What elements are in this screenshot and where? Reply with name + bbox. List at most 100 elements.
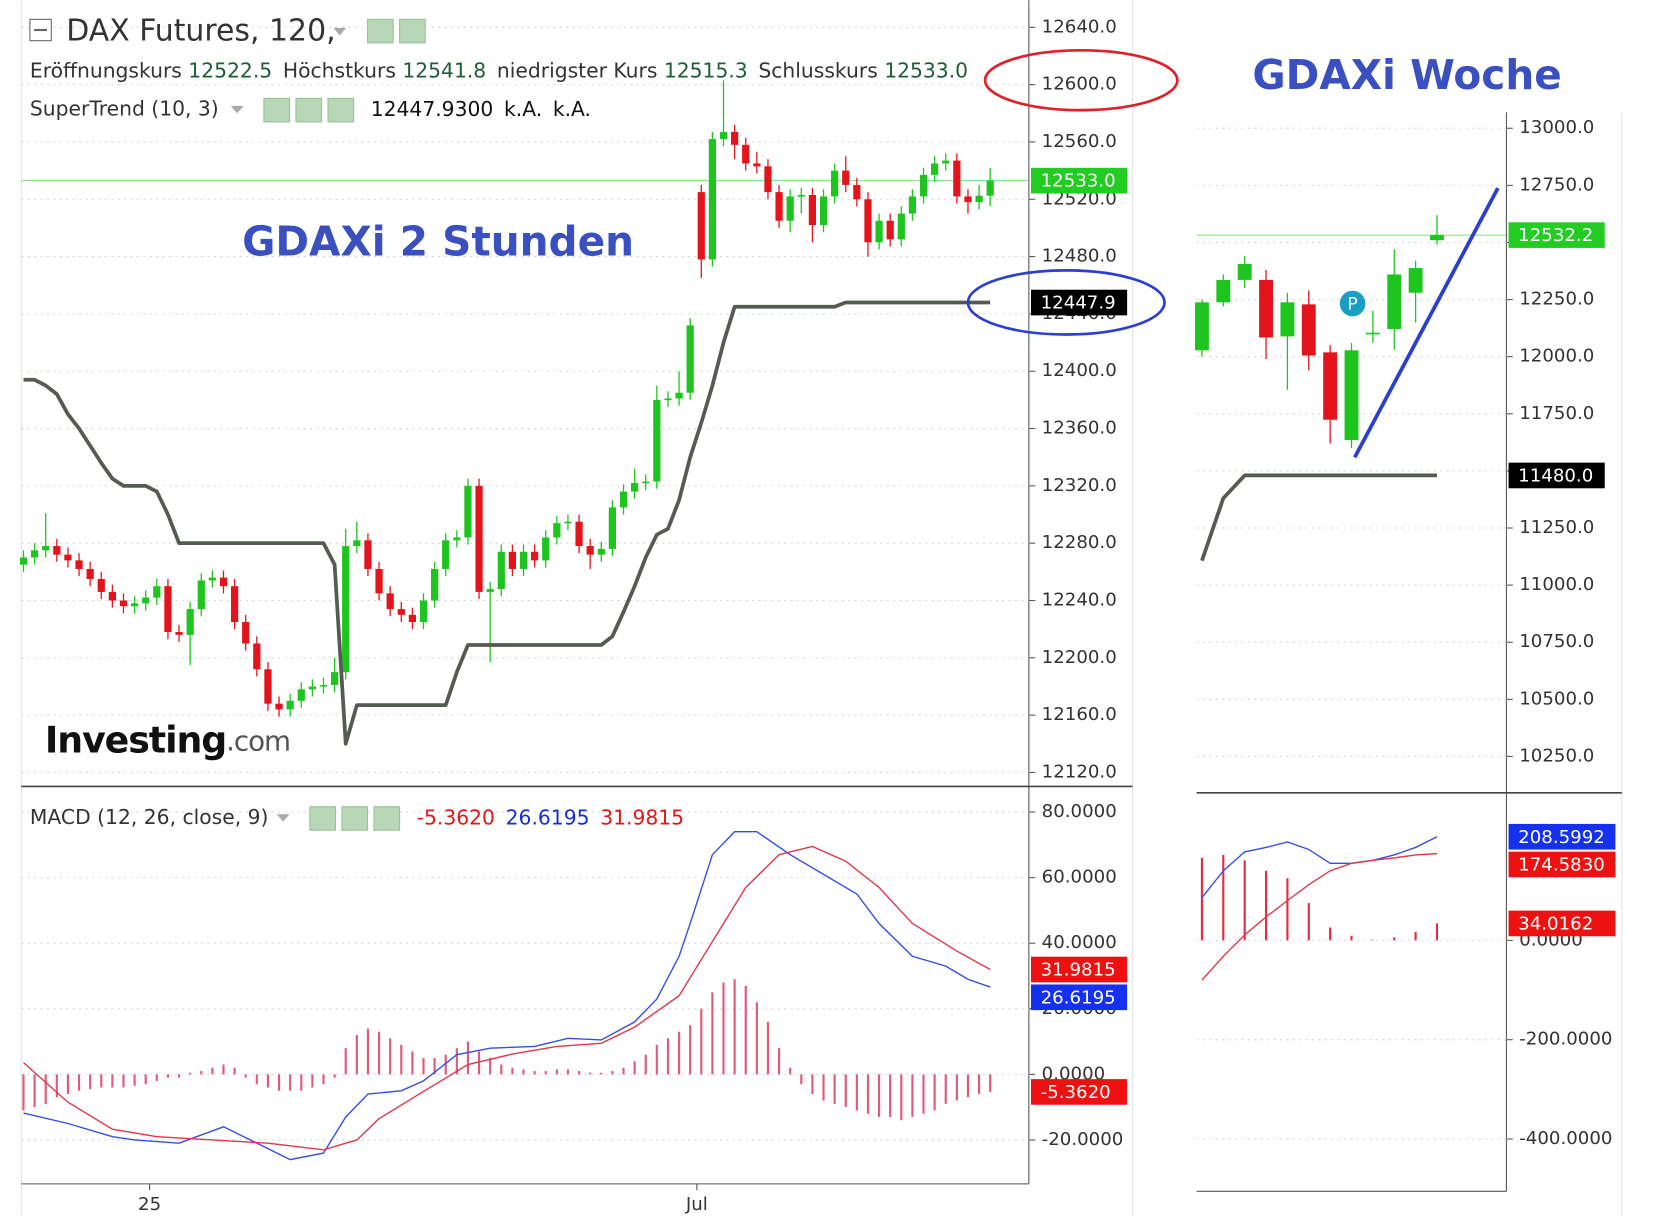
candle-body xyxy=(297,689,305,701)
candle-body xyxy=(953,160,961,197)
candle-body xyxy=(153,586,161,598)
open-value: 12522.5 xyxy=(188,58,272,82)
settings-icon[interactable] xyxy=(399,18,426,44)
histogram-bar xyxy=(311,1074,314,1088)
histogram-bar xyxy=(622,1067,625,1075)
eye-icon[interactable] xyxy=(366,18,394,44)
histogram-bar xyxy=(344,1048,347,1075)
remove-icon[interactable] xyxy=(373,806,401,831)
candle-body xyxy=(419,600,428,622)
candle-body xyxy=(1323,352,1338,420)
x-tick-label: Jul xyxy=(685,1194,708,1215)
histogram-bar xyxy=(966,1074,970,1098)
y-tick-label: 12120.0 xyxy=(1042,761,1117,782)
histogram-bar xyxy=(978,1074,981,1095)
candle-body xyxy=(664,398,672,401)
price-badge-label: 26.6195 xyxy=(1041,987,1116,1008)
candle-body xyxy=(942,160,950,164)
candle-body xyxy=(975,195,983,203)
y-tick-label: -20.0000 xyxy=(1042,1129,1124,1150)
candle-body xyxy=(42,546,50,551)
candle-body xyxy=(464,485,472,538)
histogram-bar xyxy=(766,1021,770,1075)
settings-icon[interactable] xyxy=(341,806,369,831)
dropdown-arrow[interactable] xyxy=(230,105,244,114)
candle-body xyxy=(931,163,939,175)
histogram-bar xyxy=(889,1074,892,1117)
highlight-ellipse xyxy=(983,48,1179,112)
y-tick-label: 12240.0 xyxy=(1042,589,1117,610)
histogram-bar xyxy=(300,1074,303,1091)
eye-icon[interactable] xyxy=(263,97,291,123)
histogram-bar xyxy=(466,1041,470,1075)
y-tick-label: 12250.0 xyxy=(1519,289,1594,310)
macd-name: MACD (12, 26, close, 9) xyxy=(30,805,269,829)
y-tick-label: 12520.0 xyxy=(1042,188,1117,209)
candle-body xyxy=(853,184,861,200)
histogram-bar xyxy=(611,1071,614,1075)
candle-body xyxy=(1430,235,1444,241)
histogram-bar xyxy=(711,992,714,1075)
histogram-bar xyxy=(722,982,725,1075)
candle-body xyxy=(553,523,561,538)
histogram-bar xyxy=(1350,935,1353,941)
candle-body xyxy=(753,163,761,167)
candle-body xyxy=(475,485,483,592)
histogram-bar xyxy=(811,1074,814,1095)
histogram-bar xyxy=(233,1067,236,1075)
price-badge xyxy=(1508,910,1616,937)
settings-icon[interactable] xyxy=(295,97,323,123)
candle-body xyxy=(986,180,994,196)
eye-icon[interactable] xyxy=(309,806,337,831)
dropdown-arrow[interactable] xyxy=(276,814,290,822)
histogram-bar xyxy=(1243,860,1246,941)
chart-marks: 12640.012600.012560.012520.012480.012440… xyxy=(19,16,1616,1215)
histogram-bar xyxy=(211,1067,214,1075)
candle-body xyxy=(64,554,72,561)
candle-body xyxy=(242,621,250,644)
histogram-bar xyxy=(822,1074,825,1101)
histogram-bar xyxy=(1393,937,1396,941)
macd-values: -5.3620 26.6195 31.9815 xyxy=(417,805,684,829)
histogram-bar xyxy=(1200,857,1204,941)
low-label: niedrigster Kurs xyxy=(497,58,658,82)
histogram-bar xyxy=(644,1054,647,1075)
candle-body xyxy=(542,537,550,561)
y-tick-label: 11000.0 xyxy=(1519,574,1594,595)
histogram-bar xyxy=(133,1074,136,1086)
histogram-bar xyxy=(633,1061,636,1075)
histogram-bar xyxy=(111,1074,114,1088)
candle-body xyxy=(1259,279,1273,338)
price-badge xyxy=(1508,462,1605,489)
price-badge xyxy=(1508,222,1605,248)
candle-body xyxy=(1344,350,1359,441)
candle-body xyxy=(353,540,361,547)
y-tick-label: 12750.0 xyxy=(1519,174,1594,195)
candle-body xyxy=(819,196,828,226)
candle-body xyxy=(864,199,872,243)
histogram-bar xyxy=(844,1074,847,1108)
y-tick-label: 10250.0 xyxy=(1519,745,1594,766)
candle-body xyxy=(186,609,194,635)
histogram-bar xyxy=(1307,903,1310,941)
candle-body xyxy=(675,392,683,399)
candle-body xyxy=(53,546,61,555)
price-badge xyxy=(1030,167,1128,194)
histogram-bar xyxy=(77,1074,81,1091)
collapse-button[interactable] xyxy=(29,18,52,42)
dropdown-arrow[interactable] xyxy=(333,27,347,36)
candle-body xyxy=(808,194,817,226)
y-tick-label: 12400.0 xyxy=(1042,360,1117,381)
y-tick-label: 11750.0 xyxy=(1519,403,1594,424)
high-value: 12541.8 xyxy=(402,58,486,82)
candle-body xyxy=(397,609,405,615)
remove-icon[interactable] xyxy=(327,97,355,123)
candle-body xyxy=(708,139,717,260)
candle-body xyxy=(1194,302,1209,351)
price-badge xyxy=(1508,851,1616,878)
histogram-bar xyxy=(1286,878,1289,941)
price-badge-label: -5.3620 xyxy=(1041,1082,1111,1103)
y-tick-label: 10750.0 xyxy=(1519,631,1594,652)
price-badge-label: 12532.2 xyxy=(1518,225,1593,246)
price-badge-label: 34.0162 xyxy=(1518,914,1593,935)
